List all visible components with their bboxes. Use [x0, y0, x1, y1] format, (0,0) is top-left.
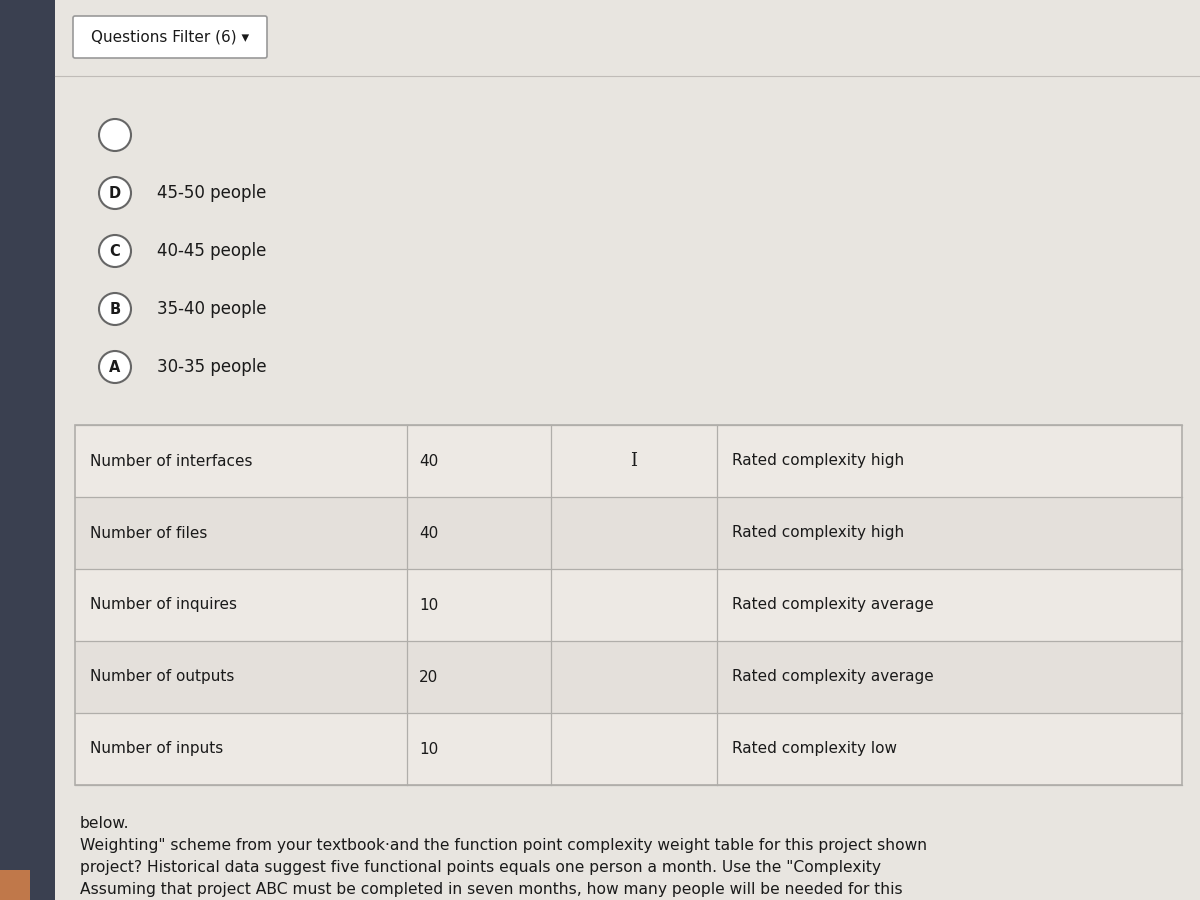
Text: C: C [109, 244, 120, 258]
Text: Rated complexity average: Rated complexity average [732, 598, 934, 613]
Text: Rated complexity high: Rated complexity high [732, 454, 904, 469]
Text: Number of outputs: Number of outputs [90, 670, 234, 685]
Bar [74, 425, 1182, 497]
Text: Number of inquires: Number of inquires [90, 598, 238, 613]
Text: A: A [109, 359, 121, 374]
Text: 10: 10 [419, 598, 438, 613]
Text: 40: 40 [419, 454, 438, 469]
Bar [74, 569, 1182, 641]
Circle shape [98, 351, 131, 383]
Text: D: D [109, 185, 121, 201]
Text: Assuming that project ABC must be completed in seven months, how many people wil: Assuming that project ABC must be comple… [80, 882, 902, 897]
Bar [74, 497, 1182, 569]
Circle shape [98, 293, 131, 325]
Text: 45-50 people: 45-50 people [157, 184, 266, 202]
Text: below.: below. [80, 816, 130, 831]
Text: Rated complexity average: Rated complexity average [732, 670, 934, 685]
Bar [0, 870, 30, 900]
Text: Questions Filter (6) ▾: Questions Filter (6) ▾ [91, 30, 250, 44]
Bar [74, 713, 1182, 785]
Text: 10: 10 [419, 742, 438, 757]
Circle shape [98, 119, 131, 151]
Text: 30-35 people: 30-35 people [157, 358, 266, 376]
Bar [74, 425, 1182, 785]
Text: Number of files: Number of files [90, 526, 208, 541]
Circle shape [98, 177, 131, 209]
Text: Number of interfaces: Number of interfaces [90, 454, 252, 469]
FancyBboxPatch shape [73, 16, 266, 58]
Text: 40: 40 [419, 526, 438, 541]
Text: Number of inputs: Number of inputs [90, 742, 223, 757]
Text: 35-40 people: 35-40 people [157, 300, 266, 318]
Text: 40-45 people: 40-45 people [157, 242, 266, 260]
Text: B: B [109, 302, 120, 317]
Bar [0, 0, 55, 900]
Text: Rated complexity high: Rated complexity high [732, 526, 904, 541]
Text: I: I [630, 452, 637, 470]
Text: Weighting" scheme from your textbook·and the function point complexity weight ta: Weighting" scheme from your textbook·and… [80, 838, 928, 853]
Text: project? Historical data suggest five functional points equals one person a mont: project? Historical data suggest five fu… [80, 860, 881, 875]
Circle shape [98, 235, 131, 267]
Bar [74, 641, 1182, 713]
Text: 20: 20 [419, 670, 438, 685]
Text: Rated complexity low: Rated complexity low [732, 742, 898, 757]
